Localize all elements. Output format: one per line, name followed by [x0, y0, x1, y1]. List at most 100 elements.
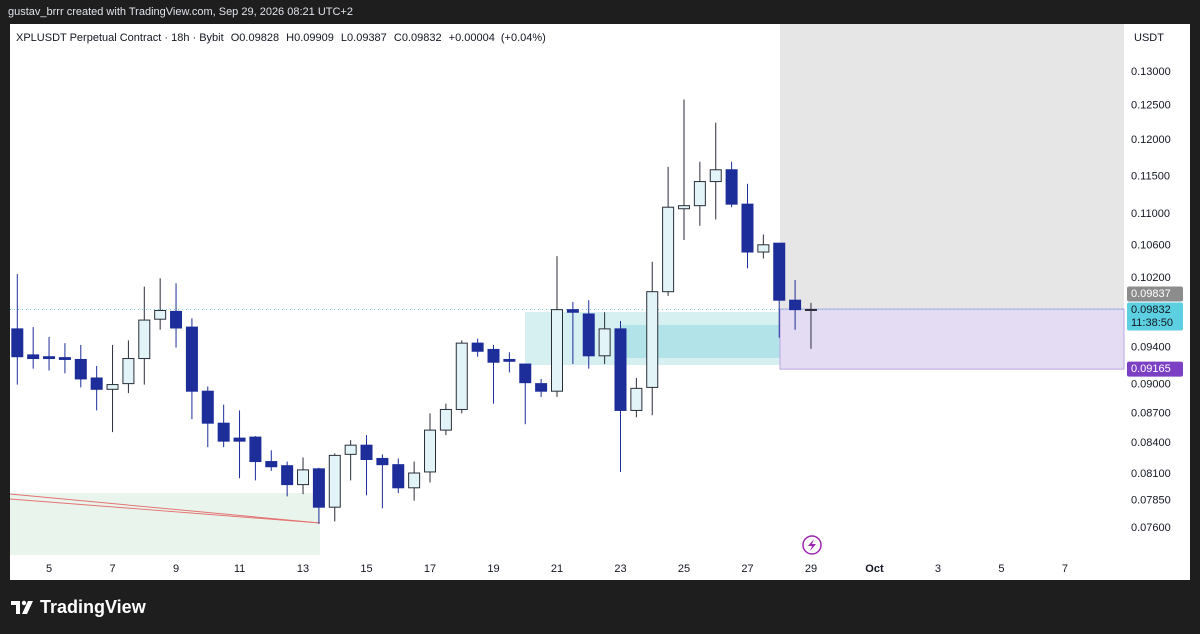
y-tick-label: 0.12500: [1131, 99, 1171, 111]
candle-body: [725, 169, 738, 205]
candle-body: [677, 205, 690, 210]
candle-body: [662, 206, 675, 293]
symbol-title: XPLUSDT Perpetual Contract · 18h · Bybit: [16, 32, 224, 44]
candle-body: [519, 363, 532, 384]
ohlc-value: 0.09828: [239, 32, 279, 44]
candle-body: [535, 383, 548, 392]
footer-brand: TradingView: [40, 597, 147, 617]
chart-header: XPLUSDT Perpetual Contract · 18h · Bybit…: [16, 32, 546, 44]
x-tick-label: 5: [998, 563, 1004, 575]
candle-body: [741, 203, 754, 253]
price-label-box: [1127, 286, 1183, 302]
x-tick-label: 17: [424, 563, 436, 575]
y-tick-label: 0.09400: [1131, 342, 1171, 354]
candle-body: [11, 328, 24, 358]
x-tick-label: 7: [109, 563, 115, 575]
candle-body: [297, 469, 310, 486]
y-tick-label: 0.08700: [1131, 407, 1171, 419]
candle-body: [471, 342, 484, 352]
y-tick-label: 0.12000: [1131, 134, 1171, 146]
candle-body: [90, 377, 103, 390]
change: +0.00004: [449, 32, 495, 44]
candle-body: [344, 444, 357, 455]
x-tick-label: 19: [487, 563, 499, 575]
change-pct: (+0.04%): [501, 32, 546, 44]
candle-body: [709, 169, 722, 183]
candle-body: [170, 310, 183, 329]
candle-body: [328, 454, 341, 508]
candle-body: [43, 356, 56, 360]
attribution: gustav_brrr created with TradingView.com…: [8, 6, 353, 18]
candle-body: [503, 358, 516, 362]
y-tick-label: 0.08100: [1131, 468, 1171, 480]
x-tick-label: 9: [173, 563, 179, 575]
x-tick-label: Oct: [865, 563, 884, 575]
price-label-box: [1127, 302, 1183, 331]
trend-line: [9, 498, 321, 524]
candle-body: [392, 464, 405, 489]
fvg-zone-inner: [620, 325, 780, 358]
y-tick-label: 0.11500: [1131, 170, 1170, 182]
x-tick-label: 15: [360, 563, 372, 575]
candle-body: [439, 408, 452, 431]
ohlc-letter: L: [341, 32, 347, 44]
price-label: 0.09837: [1131, 288, 1171, 300]
candle-body: [376, 457, 389, 466]
y-tick-label: 0.11000: [1131, 208, 1170, 220]
ohlc-value: 0.09909: [294, 32, 334, 44]
candle-body: [693, 181, 706, 207]
price-label: 0.09165: [1131, 363, 1171, 375]
candle-body: [185, 326, 198, 392]
candle-body: [582, 313, 595, 357]
ohlc-value: 0.09832: [402, 32, 442, 44]
x-tick-label: 11: [234, 563, 245, 575]
candle-body: [154, 310, 167, 320]
candle-body: [122, 358, 135, 385]
x-tick-label: 13: [297, 563, 309, 575]
candle-body: [757, 244, 770, 253]
y-tick-label: 0.13000: [1131, 66, 1171, 78]
candle-body: [201, 390, 214, 424]
candle-body: [249, 436, 262, 463]
x-tick-label: 21: [551, 563, 563, 575]
candle-body: [773, 242, 786, 301]
alert-icon[interactable]: [802, 535, 822, 555]
ohlc-value: 0.09387: [347, 32, 387, 44]
ohlc-letter: C: [394, 32, 402, 44]
price-label: 0.09832: [1131, 304, 1171, 316]
logo-part: [22, 601, 33, 614]
candle-body: [58, 357, 71, 360]
candle-body: [265, 461, 278, 468]
x-tick-label: 5: [46, 563, 52, 575]
projection-zone: [780, 24, 1124, 310]
candle-body: [804, 308, 817, 311]
candle-body: [408, 472, 421, 489]
plot: 0.13000 0.12500 0.12000 0.11500 0.11000 0.106…: [10, 24, 1183, 575]
candle-body: [646, 291, 659, 388]
candle-body: [598, 328, 611, 357]
candle-body: [614, 328, 627, 411]
candle-body: [233, 437, 246, 442]
candle-body: [106, 384, 119, 390]
y-tick-label: 0.07850: [1131, 495, 1171, 507]
x-tick-label: 3: [935, 563, 941, 575]
candle-body: [455, 342, 468, 410]
candle-body: [789, 299, 802, 311]
candle-body: [312, 468, 325, 508]
y-tick-label: 0.08400: [1131, 437, 1171, 449]
x-tick-label: 23: [614, 563, 626, 575]
candle-body: [424, 429, 437, 473]
footer-logo: [11, 600, 33, 614]
logo-part: [11, 601, 20, 614]
candle-body: [550, 309, 563, 392]
x-tick-label: 29: [805, 563, 817, 575]
trend-line: [9, 493, 321, 524]
candle-body: [217, 422, 230, 442]
candle-body: [138, 319, 151, 360]
candle-body: [566, 309, 579, 313]
y-tick-label: 0.07600: [1131, 522, 1171, 534]
x-tick-label: 25: [678, 563, 690, 575]
alert-bolt: [808, 539, 816, 551]
